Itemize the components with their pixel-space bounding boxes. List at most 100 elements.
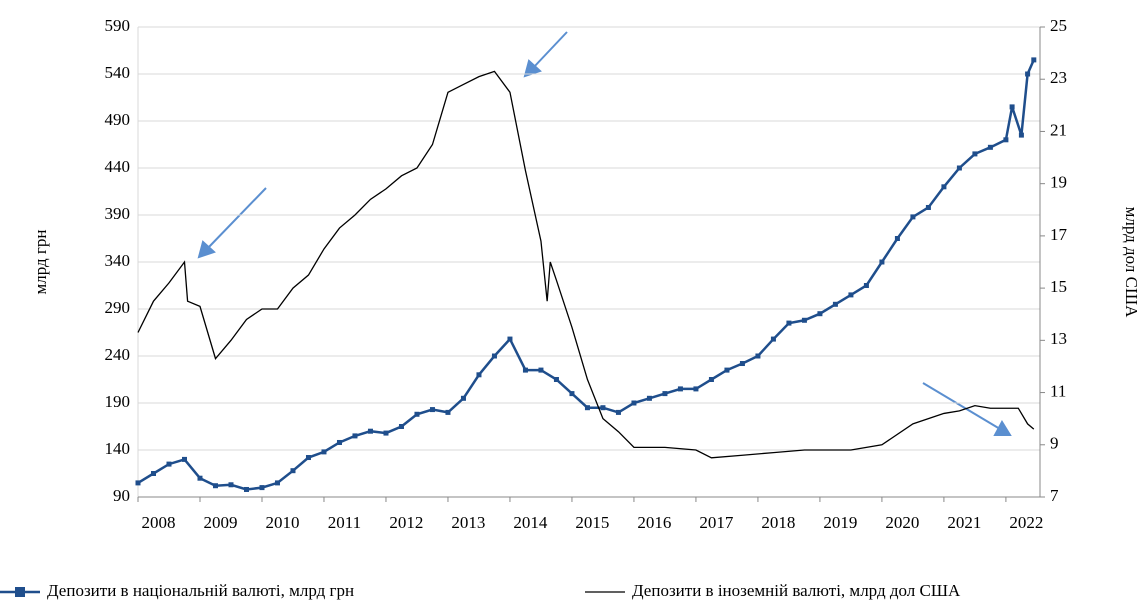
series-marker: [429, 407, 435, 413]
legend-label: Депозити в національній валюті, млрд грн: [47, 581, 354, 600]
arrow-head: [993, 419, 1012, 436]
series-marker: [693, 386, 699, 392]
y-tick-label: 540: [105, 63, 131, 82]
x-tick-label: 2016: [637, 513, 671, 532]
series-marker: [832, 301, 838, 307]
y2-tick-label: 23: [1050, 68, 1067, 87]
series-line: [137, 70, 1035, 459]
x-tick-label: 2009: [203, 513, 237, 532]
series-marker: [987, 144, 993, 150]
series-marker: [724, 367, 730, 373]
x-tick-label: 2015: [575, 513, 609, 532]
series-marker: [522, 367, 528, 373]
y2-tick-label: 13: [1050, 329, 1067, 348]
series-marker: [894, 236, 900, 241]
y-tick-label: 440: [105, 157, 131, 176]
series-marker: [1018, 132, 1024, 138]
series-marker: [414, 411, 420, 417]
series-marker: [228, 482, 234, 488]
series-marker: [476, 372, 482, 378]
series-marker: [181, 456, 187, 462]
series-marker: [770, 336, 776, 342]
series-marker: [631, 400, 637, 406]
series-marker: [398, 424, 404, 429]
y2-axis-title: млрд дол США: [1122, 207, 1141, 319]
x-tick-label: 2010: [265, 513, 299, 532]
series-marker: [801, 317, 807, 323]
series-marker: [708, 377, 714, 382]
y2-tick-label: 9: [1050, 434, 1059, 453]
arrow: [206, 187, 267, 250]
series-marker: [662, 391, 668, 397]
x-tick-label: 2020: [885, 513, 919, 532]
y-tick-label: 190: [105, 392, 131, 411]
y-tick-label: 340: [105, 251, 131, 270]
series-marker: [615, 409, 621, 415]
y-axis-title: млрд грн: [31, 230, 50, 295]
series-marker: [879, 259, 885, 265]
series-marker: [243, 486, 249, 492]
x-tick-label: 2019: [823, 513, 857, 532]
x-tick-label: 2012: [389, 513, 423, 532]
series-marker: [1009, 104, 1015, 110]
series-marker: [367, 428, 373, 434]
y2-tick-label: 17: [1050, 225, 1068, 244]
series-marker: [1003, 137, 1009, 143]
y-tick-label: 140: [105, 439, 131, 458]
y2-tick-label: 15: [1050, 277, 1067, 296]
arrow: [532, 31, 568, 69]
series-marker: [848, 292, 854, 298]
series-marker: [336, 439, 342, 445]
arrow-head: [197, 240, 216, 259]
y-tick-label: 490: [105, 110, 131, 129]
series-marker: [925, 204, 931, 210]
series-marker: [755, 353, 761, 359]
series-marker: [197, 475, 203, 481]
x-tick-label: 2011: [328, 513, 361, 532]
series-line: [137, 59, 1035, 491]
y-tick-label: 390: [105, 204, 131, 223]
series-marker: [135, 480, 141, 486]
y2-tick-label: 19: [1050, 173, 1067, 192]
series-marker: [941, 184, 947, 190]
series-marker: [445, 409, 451, 415]
x-tick-label: 2008: [141, 513, 175, 532]
series-marker: [584, 405, 590, 411]
series-marker: [507, 336, 513, 342]
series-marker: [646, 395, 652, 401]
arrow: [922, 382, 1001, 430]
y2-tick-label: 25: [1050, 16, 1067, 35]
series-marker: [553, 377, 559, 382]
y2-tick-label: 21: [1050, 120, 1067, 139]
series-marker: [259, 485, 265, 491]
series-marker: [538, 367, 544, 373]
x-tick-label: 2018: [761, 513, 795, 532]
x-tick-label: 2022: [1009, 513, 1043, 532]
series-marker: [321, 449, 327, 455]
series-marker: [910, 214, 916, 220]
series-marker: [600, 405, 606, 411]
x-tick-label: 2014: [513, 513, 548, 532]
series-marker: [491, 353, 497, 359]
legend-label: Депозити в іноземній валюті, млрд дол СШ…: [632, 581, 961, 600]
series-marker: [817, 311, 823, 317]
series-marker: [212, 483, 218, 489]
series-marker: [569, 391, 575, 397]
series-marker: [677, 386, 683, 392]
y-tick-label: 590: [105, 16, 131, 35]
series-marker: [956, 165, 962, 171]
series-marker: [786, 320, 792, 326]
series-marker: [1031, 57, 1037, 63]
series-marker: [863, 283, 869, 288]
series-marker: [383, 430, 389, 436]
series-marker: [150, 471, 156, 476]
series-marker: [290, 468, 296, 474]
x-tick-label: 2013: [451, 513, 485, 532]
y2-tick-label: 11: [1050, 381, 1066, 400]
y-tick-label: 290: [105, 298, 131, 317]
x-tick-label: 2021: [947, 513, 981, 532]
series-marker: [274, 480, 280, 486]
arrows: [197, 31, 1012, 436]
y-tick-label: 90: [113, 486, 130, 505]
